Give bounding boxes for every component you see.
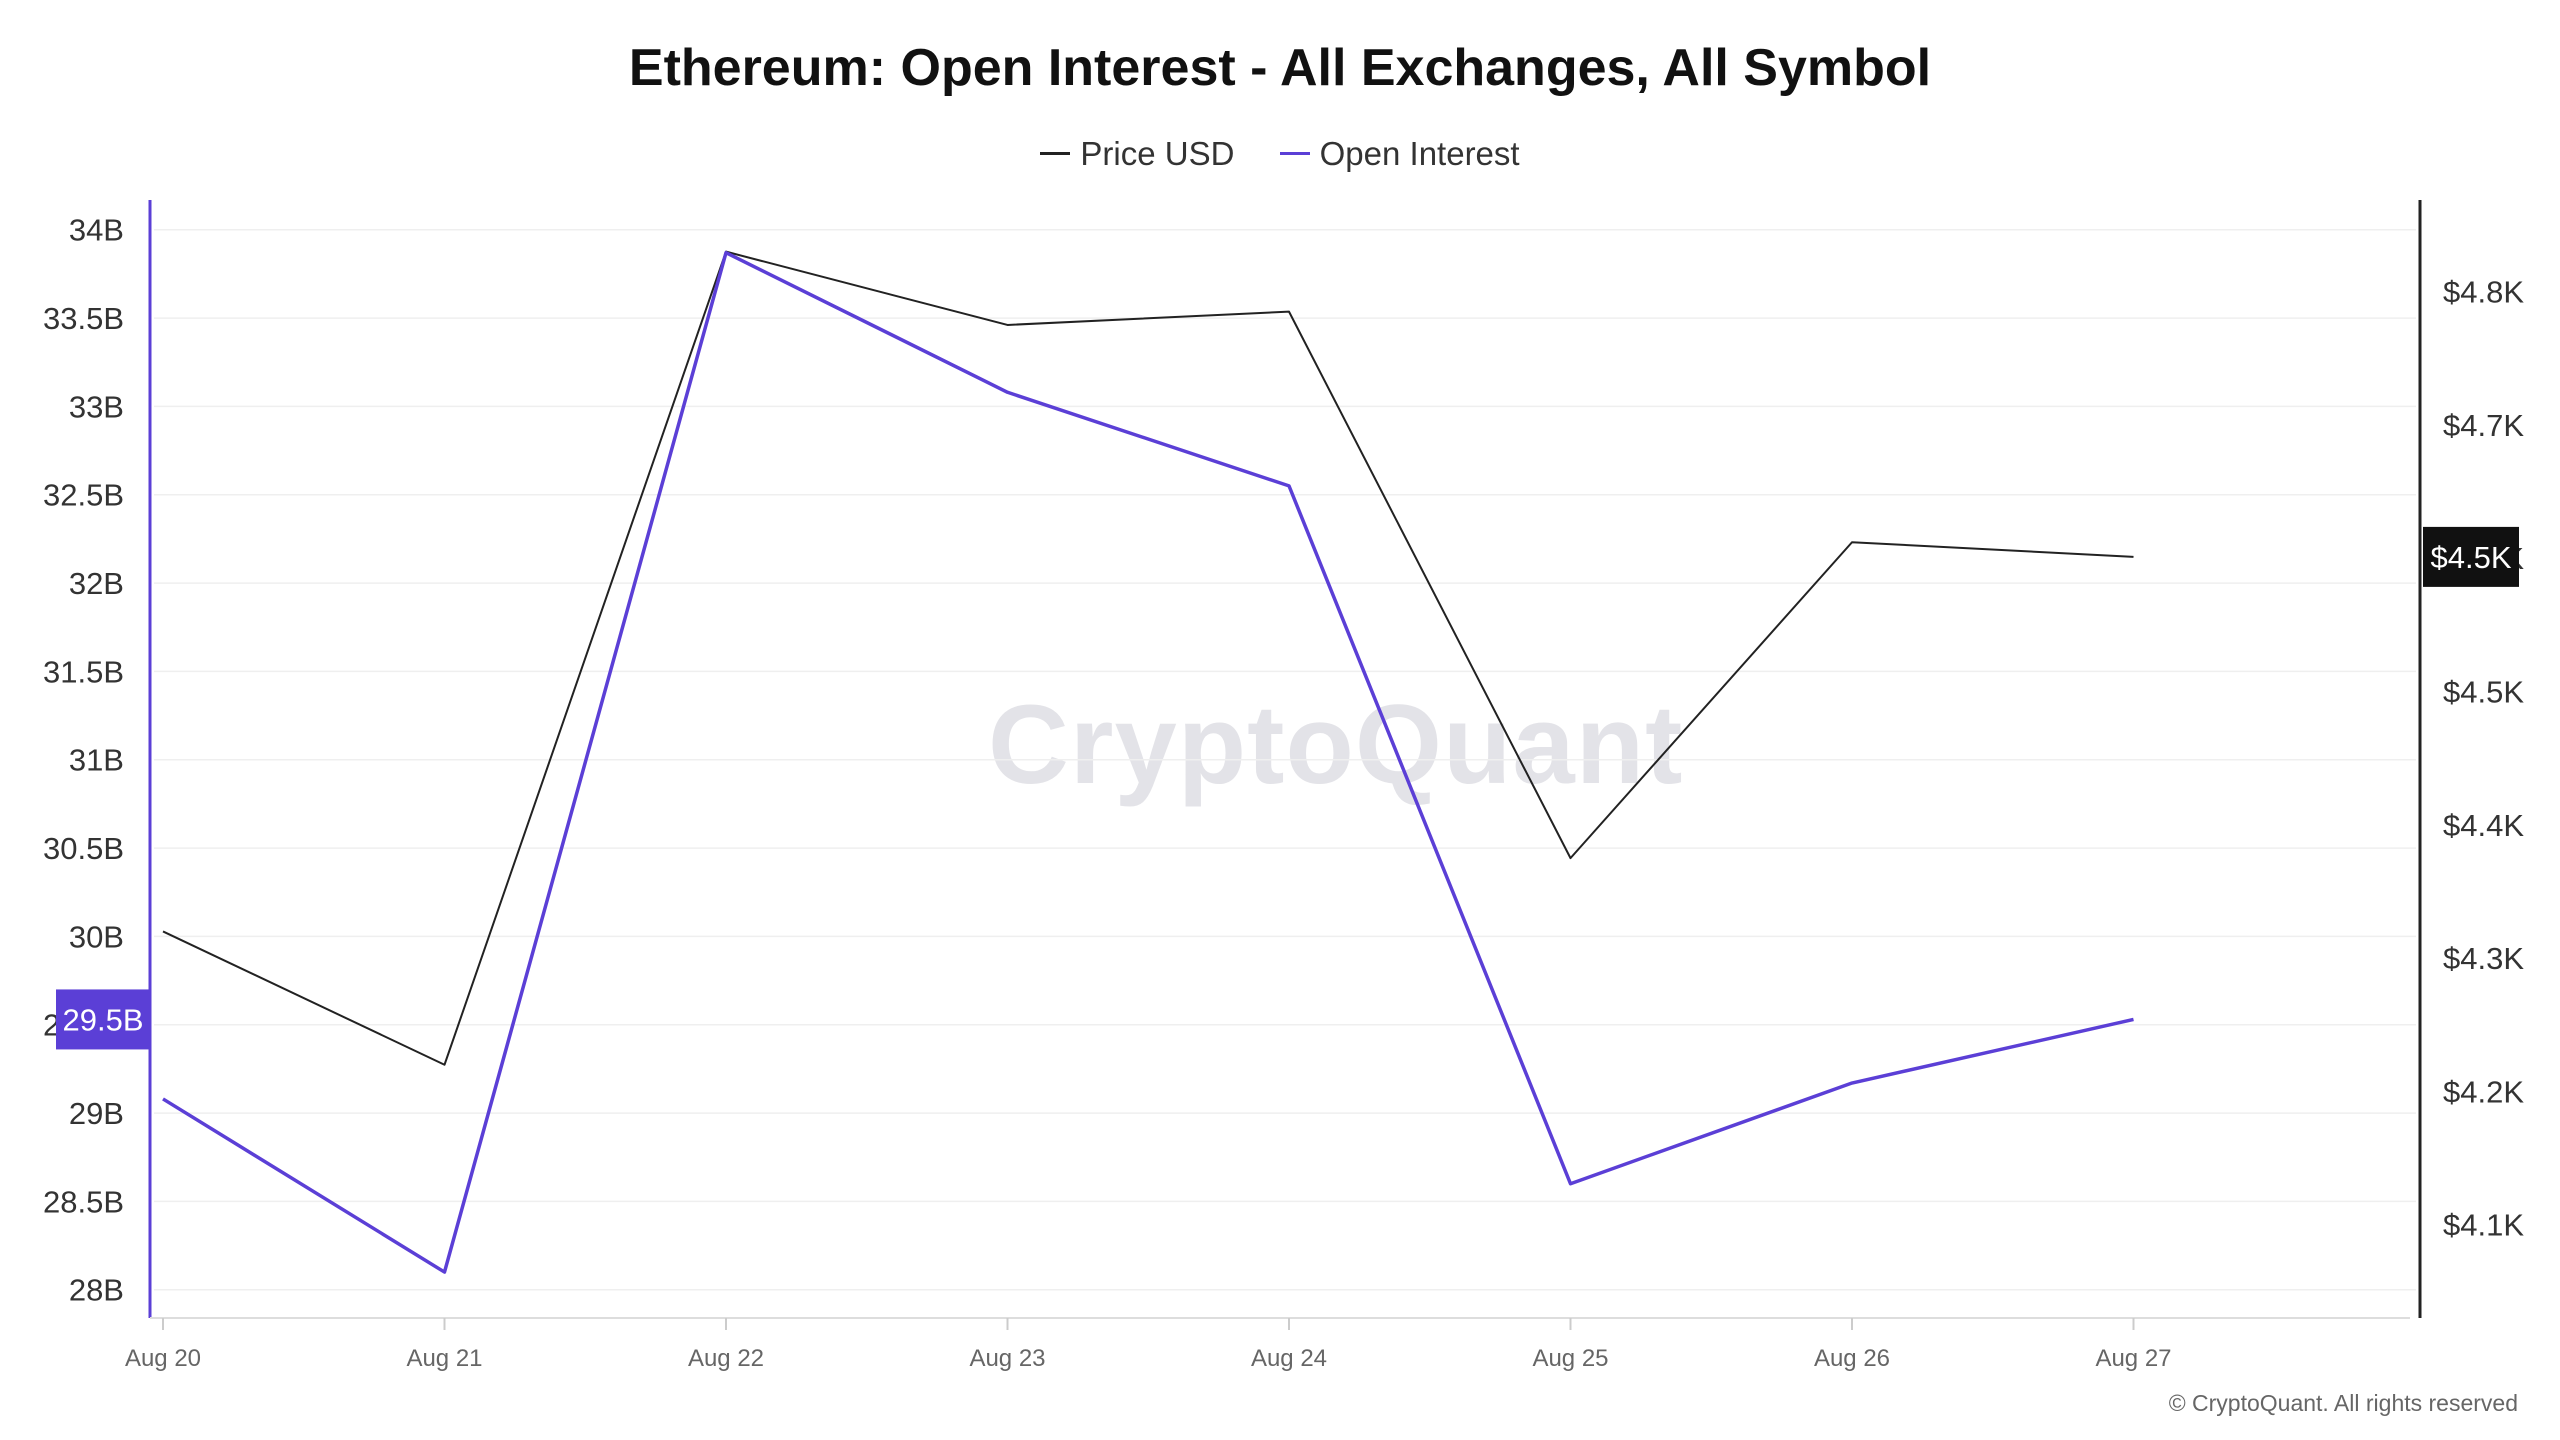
legend-label-open-interest: Open Interest <box>1319 134 1520 172</box>
left-axis-tick-label: 34B <box>69 213 124 248</box>
x-axis-tick-label: Aug 20 <box>125 1345 201 1372</box>
right-axis-tick-label: $4.4K <box>2443 808 2524 843</box>
right-axis-tick-label: $4.7K <box>2443 408 2524 443</box>
right-axis-tick-label: $4.3K <box>2443 941 2524 976</box>
left-axis-tick-label: 30B <box>69 919 124 954</box>
price-usd-line <box>162 250 2134 1066</box>
legend-item-price[interactable]: Price USD <box>1040 135 1234 173</box>
left-axis-tick-label: 28.5B <box>43 1184 124 1219</box>
left-axis-tick-label: 33B <box>69 389 124 424</box>
left-axis-tick-label: 33.5B <box>43 301 124 336</box>
open-interest-line <box>162 250 2134 1274</box>
left-axis-tick-label: 29B <box>69 1096 124 1131</box>
open-interest-current-label: 29.5B <box>62 1002 143 1037</box>
x-axis-tick-label: Aug 22 <box>688 1345 764 1372</box>
copyright-notice: © CryptoQuant. All rights reserved <box>2168 1390 2518 1416</box>
x-axis-tick-label: Aug 25 <box>1532 1345 1608 1372</box>
legend-swatch-price <box>1040 152 1071 155</box>
legend-item-open-interest[interactable]: Open Interest <box>1279 134 1520 173</box>
right-axis-tick-label: $4.5K <box>2443 675 2524 710</box>
open-interest-current-badge <box>56 989 150 1050</box>
price-current-label: $4.5K <box>2430 540 2511 575</box>
legend: Price USD Open Interest <box>0 125 2560 173</box>
watermark-logo: CryptoQuant <box>988 682 1684 807</box>
left-axis-tick-label: 31.5B <box>43 654 124 689</box>
right-axis-tick-label: $4.1K <box>2443 1208 2524 1243</box>
legend-swatch-open-interest <box>1279 152 1310 155</box>
right-axis-tick-label: $4.8K <box>2443 275 2524 310</box>
x-axis-tick-label: Aug 23 <box>969 1345 1045 1372</box>
chart-title: Ethereum: Open Interest - All Exchanges,… <box>628 39 1932 97</box>
x-axis-tick-label: Aug 21 <box>406 1345 482 1372</box>
left-axis-tick-label: 31B <box>69 743 124 778</box>
right-axis-tick-label: $4.2K <box>2443 1074 2524 1109</box>
x-axis-tick-label: Aug 26 <box>1814 1345 1890 1372</box>
left-axis-tick-label: 32B <box>69 566 124 601</box>
left-axis-tick-label: 32.5B <box>43 478 124 513</box>
price-current-badge <box>2423 526 2519 587</box>
legend-label-price: Price USD <box>1080 134 1235 172</box>
left-axis-tick-label: 28B <box>69 1273 124 1308</box>
x-axis-tick-label: Aug 27 <box>2095 1345 2171 1372</box>
left-axis-tick-label: 30.5B <box>43 831 124 866</box>
x-axis-tick-label: Aug 24 <box>1251 1345 1327 1372</box>
